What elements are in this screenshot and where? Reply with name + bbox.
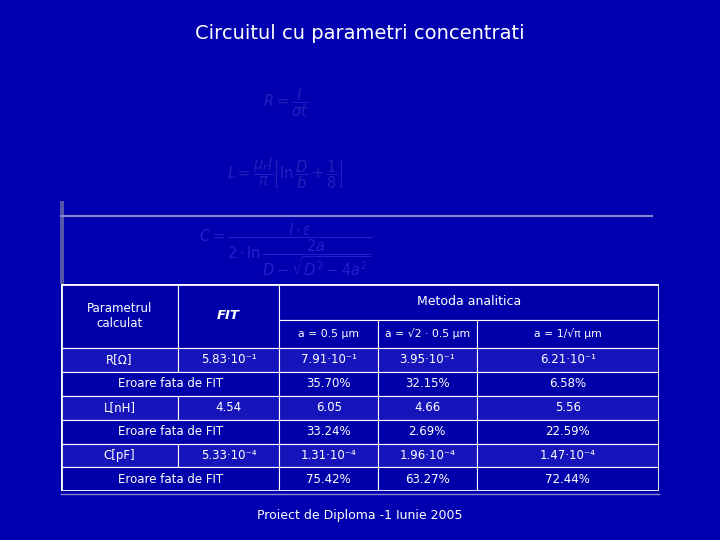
Text: 6.05: 6.05 <box>315 401 341 414</box>
Text: Eroare fata de FIT: Eroare fata de FIT <box>117 377 222 390</box>
Bar <box>477 396 659 420</box>
Bar <box>279 348 378 372</box>
Bar <box>279 372 378 396</box>
Bar <box>61 443 178 468</box>
Bar <box>477 320 659 348</box>
Text: a = 1/√π μm: a = 1/√π μm <box>534 328 601 340</box>
Text: 5.56: 5.56 <box>554 401 580 414</box>
Bar <box>178 396 279 420</box>
Bar <box>178 348 279 372</box>
Text: 63.27%: 63.27% <box>405 473 449 486</box>
Text: 35.70%: 35.70% <box>307 377 351 390</box>
Bar <box>279 443 378 468</box>
Text: $R = \dfrac{l}{\sigma t}$: $R = \dfrac{l}{\sigma t}$ <box>263 86 308 119</box>
Text: a = 0.5 μm: a = 0.5 μm <box>298 329 359 339</box>
Text: 32.15%: 32.15% <box>405 377 449 390</box>
Bar <box>279 396 378 420</box>
Text: 7.91·10⁻¹: 7.91·10⁻¹ <box>301 353 356 367</box>
Bar <box>477 348 659 372</box>
Text: 75.42%: 75.42% <box>306 473 351 486</box>
Text: 72.44%: 72.44% <box>545 473 590 486</box>
Text: 22.59%: 22.59% <box>545 425 590 438</box>
Bar <box>477 443 659 468</box>
Bar <box>61 420 279 443</box>
Bar <box>178 284 279 348</box>
Bar <box>378 420 477 443</box>
Text: 1.47·10⁻⁴: 1.47·10⁻⁴ <box>540 449 595 462</box>
Bar <box>378 320 477 348</box>
Text: 1.31·10⁻⁴: 1.31·10⁻⁴ <box>301 449 356 462</box>
Bar <box>477 468 659 491</box>
Text: 33.24%: 33.24% <box>306 425 351 438</box>
Text: Eroare fata de FIT: Eroare fata de FIT <box>117 473 222 486</box>
Text: 3.95·10⁻¹: 3.95·10⁻¹ <box>400 353 455 367</box>
Bar <box>61 396 178 420</box>
Bar <box>477 420 659 443</box>
Text: $C = \dfrac{l \cdot \varepsilon}{2 \cdot \ln \dfrac{2a}{D - \sqrt{D^2 - 4a^2}}}$: $C = \dfrac{l \cdot \varepsilon}{2 \cdot… <box>199 221 372 278</box>
Text: $L = \dfrac{\mu_r l}{\pi} \left[ \ln\dfrac{D}{b} + \dfrac{1}{8} \right]$: $L = \dfrac{\mu_r l}{\pi} \left[ \ln\dfr… <box>228 156 344 192</box>
Bar <box>61 348 178 372</box>
Bar <box>378 443 477 468</box>
Bar <box>279 320 378 348</box>
Text: 1.96·10⁻⁴: 1.96·10⁻⁴ <box>400 449 455 462</box>
Text: Metoda analitica: Metoda analitica <box>417 295 521 308</box>
Text: a = √2 · 0.5 μm: a = √2 · 0.5 μm <box>384 328 469 340</box>
Bar <box>61 372 279 396</box>
Text: L[nH]: L[nH] <box>104 401 135 414</box>
Bar <box>378 468 477 491</box>
Bar <box>279 284 659 320</box>
Text: 2.69%: 2.69% <box>408 425 446 438</box>
Text: C[pF]: C[pF] <box>104 449 135 462</box>
Bar <box>61 468 279 491</box>
Text: Parametrul
calculat: Parametrul calculat <box>87 302 152 330</box>
Bar <box>279 420 378 443</box>
Text: 5.83·10⁻¹: 5.83·10⁻¹ <box>201 353 256 367</box>
Bar <box>279 468 378 491</box>
Text: Circuitul cu parametri concentrati: Circuitul cu parametri concentrati <box>195 24 525 43</box>
Text: Proiect de Diploma -1 Iunie 2005: Proiect de Diploma -1 Iunie 2005 <box>257 509 463 522</box>
Bar <box>378 348 477 372</box>
Bar <box>477 372 659 396</box>
Text: R[Ω]: R[Ω] <box>107 353 132 367</box>
Bar <box>378 396 477 420</box>
Bar <box>178 443 279 468</box>
Text: 4.54: 4.54 <box>215 401 242 414</box>
Text: 6.58%: 6.58% <box>549 377 586 390</box>
Bar <box>378 372 477 396</box>
Text: FIT: FIT <box>217 309 240 322</box>
Text: 6.21·10⁻¹: 6.21·10⁻¹ <box>540 353 595 367</box>
Text: 4.66: 4.66 <box>414 401 441 414</box>
Text: Eroare fata de FIT: Eroare fata de FIT <box>117 425 222 438</box>
Text: 5.33·10⁻⁴: 5.33·10⁻⁴ <box>201 449 256 462</box>
Bar <box>61 284 178 348</box>
